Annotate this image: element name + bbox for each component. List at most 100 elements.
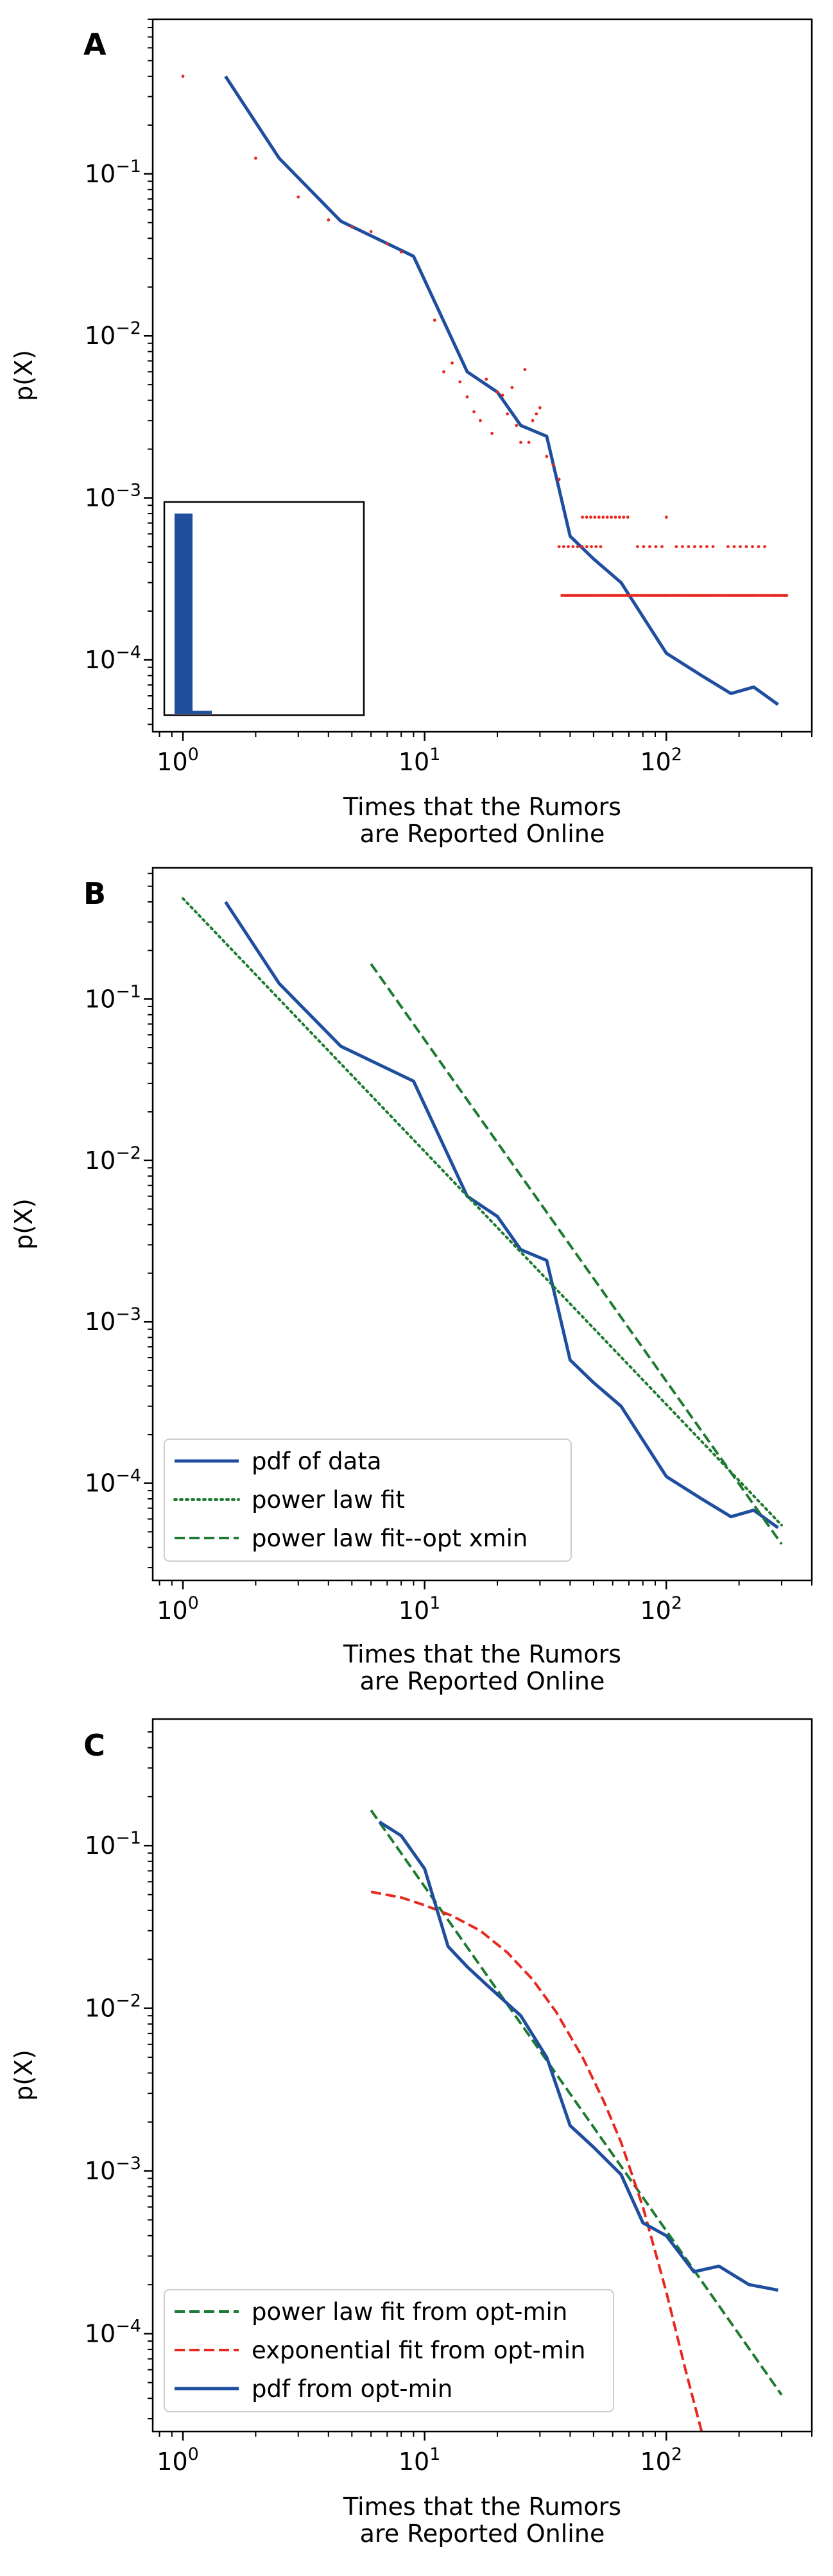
scatter-point (699, 545, 703, 549)
legend-label: power law fit (252, 1486, 405, 1514)
scatter-point (590, 545, 593, 549)
y-tick-label: 10−4 (85, 2316, 141, 2347)
scatter-point (757, 545, 760, 549)
y-tick-exponent: −1 (116, 981, 141, 1001)
y-tick-exponent: −2 (116, 1991, 141, 2011)
x-tick-label: 100 (157, 1593, 199, 1625)
axes-frame (151, 18, 813, 733)
scatter-point (687, 545, 691, 549)
x-tick-base: 10 (157, 1596, 187, 1625)
scatter-point (614, 515, 617, 519)
y-tick-label: 10−1 (85, 157, 141, 188)
scatter-point (726, 545, 730, 549)
scatter-point (642, 545, 646, 549)
x-axis-label-line: Times that the Rumors (343, 2493, 621, 2521)
scatter-point (181, 74, 185, 78)
x-tick-exponent: 2 (671, 1593, 682, 1613)
y-axis-label: p(X) (10, 350, 38, 401)
y-tick-exponent: −4 (116, 643, 141, 662)
panel-label: B (83, 876, 106, 911)
y-tick-base: 10 (85, 1146, 116, 1175)
scatter-point (593, 515, 597, 519)
x-tick-label: 102 (640, 2444, 682, 2476)
scatter-point (680, 545, 684, 549)
y-tick-exponent: −2 (116, 1143, 141, 1163)
legend-frame (164, 2289, 614, 2412)
ticks (144, 1731, 812, 2441)
series-line-3 (370, 963, 783, 1545)
plot-area (182, 897, 783, 1545)
series-line-3 (378, 1820, 778, 2292)
scatter-point (479, 419, 482, 422)
scatter-point (458, 380, 462, 384)
legend-label: exponential fit from opt-min (252, 2337, 586, 2364)
y-tick-base: 10 (85, 1994, 116, 2023)
x-tick-base: 10 (640, 748, 671, 776)
y-tick-base: 10 (85, 2157, 116, 2185)
x-tick-label: 101 (399, 745, 441, 776)
scatter-point (515, 424, 519, 428)
series-line-1 (224, 75, 779, 706)
scatter-point (654, 545, 658, 549)
y-tick-exponent: −3 (116, 2154, 141, 2174)
scatter-point (385, 242, 389, 246)
scatter-point (567, 545, 570, 549)
x-axis-label: Times that the Rumors are Reported Online (343, 2493, 621, 2548)
scatter-point (510, 386, 514, 390)
inset-bar (175, 514, 193, 714)
scatter-point (626, 515, 630, 519)
inset-frame (163, 501, 365, 716)
axes-frame (151, 1718, 813, 2433)
scatter-point (551, 463, 555, 467)
scatter-point (605, 515, 609, 519)
y-tick-base: 10 (85, 985, 116, 1013)
scatter-point (557, 545, 561, 549)
scatter-point (557, 478, 561, 481)
y-tick-label: 10−3 (85, 2154, 141, 2185)
axes-frame (151, 867, 813, 1582)
y-tick-label: 10−2 (85, 1143, 141, 1175)
scatter-point (739, 545, 742, 549)
y-tick-label: 10−2 (85, 318, 141, 350)
x-axis-label: Times that the Rumors are Reported Online (343, 793, 621, 848)
y-tick-exponent: −4 (116, 1466, 141, 1486)
panel-label: C (83, 1728, 105, 1763)
scatter-point (350, 225, 354, 229)
scatter-point (617, 515, 621, 519)
x-tick-exponent: 1 (429, 2444, 440, 2464)
y-tick-exponent: −2 (116, 318, 141, 338)
legend-label: power law fit from opt-min (252, 2298, 567, 2326)
plot-area (181, 74, 789, 706)
y-tick-base: 10 (85, 1469, 116, 1498)
inset-histogram (163, 501, 365, 716)
scatter-point (622, 515, 626, 519)
scatter-point (599, 545, 603, 549)
scatter-point (576, 545, 580, 549)
legend: pdf of data power law fit power law fit--o… (164, 1439, 572, 1562)
series-line-2 (182, 897, 783, 1526)
scatter-point (601, 515, 605, 519)
scatter-point (442, 370, 445, 374)
y-tick-exponent: −4 (116, 2316, 141, 2336)
legend-label: power law fit--opt xmin (252, 1525, 528, 1552)
scatter-point (501, 393, 504, 397)
scatter-point (433, 318, 436, 322)
y-tick-label: 10−4 (85, 643, 141, 674)
y-tick-base: 10 (85, 160, 116, 188)
y-tick-label: 10−1 (85, 981, 141, 1013)
x-tick-base: 10 (399, 2448, 429, 2476)
scatter-point (693, 545, 696, 549)
scatter-point (581, 515, 585, 519)
y-axis-label: p(X) (10, 2050, 38, 2101)
scatter-point (585, 545, 588, 549)
x-tick-base: 10 (157, 2448, 187, 2476)
scatter-point (751, 545, 754, 549)
x-axis-label-line: are Reported Online (360, 820, 605, 848)
scatter-point (495, 390, 499, 394)
series-line-2 (370, 1890, 703, 2432)
y-tick-label: 10−1 (85, 1828, 141, 1860)
plot-area (370, 1809, 783, 2432)
y-tick-label: 10−4 (85, 1466, 141, 1498)
y-axis-label: p(X) (10, 1198, 38, 1250)
